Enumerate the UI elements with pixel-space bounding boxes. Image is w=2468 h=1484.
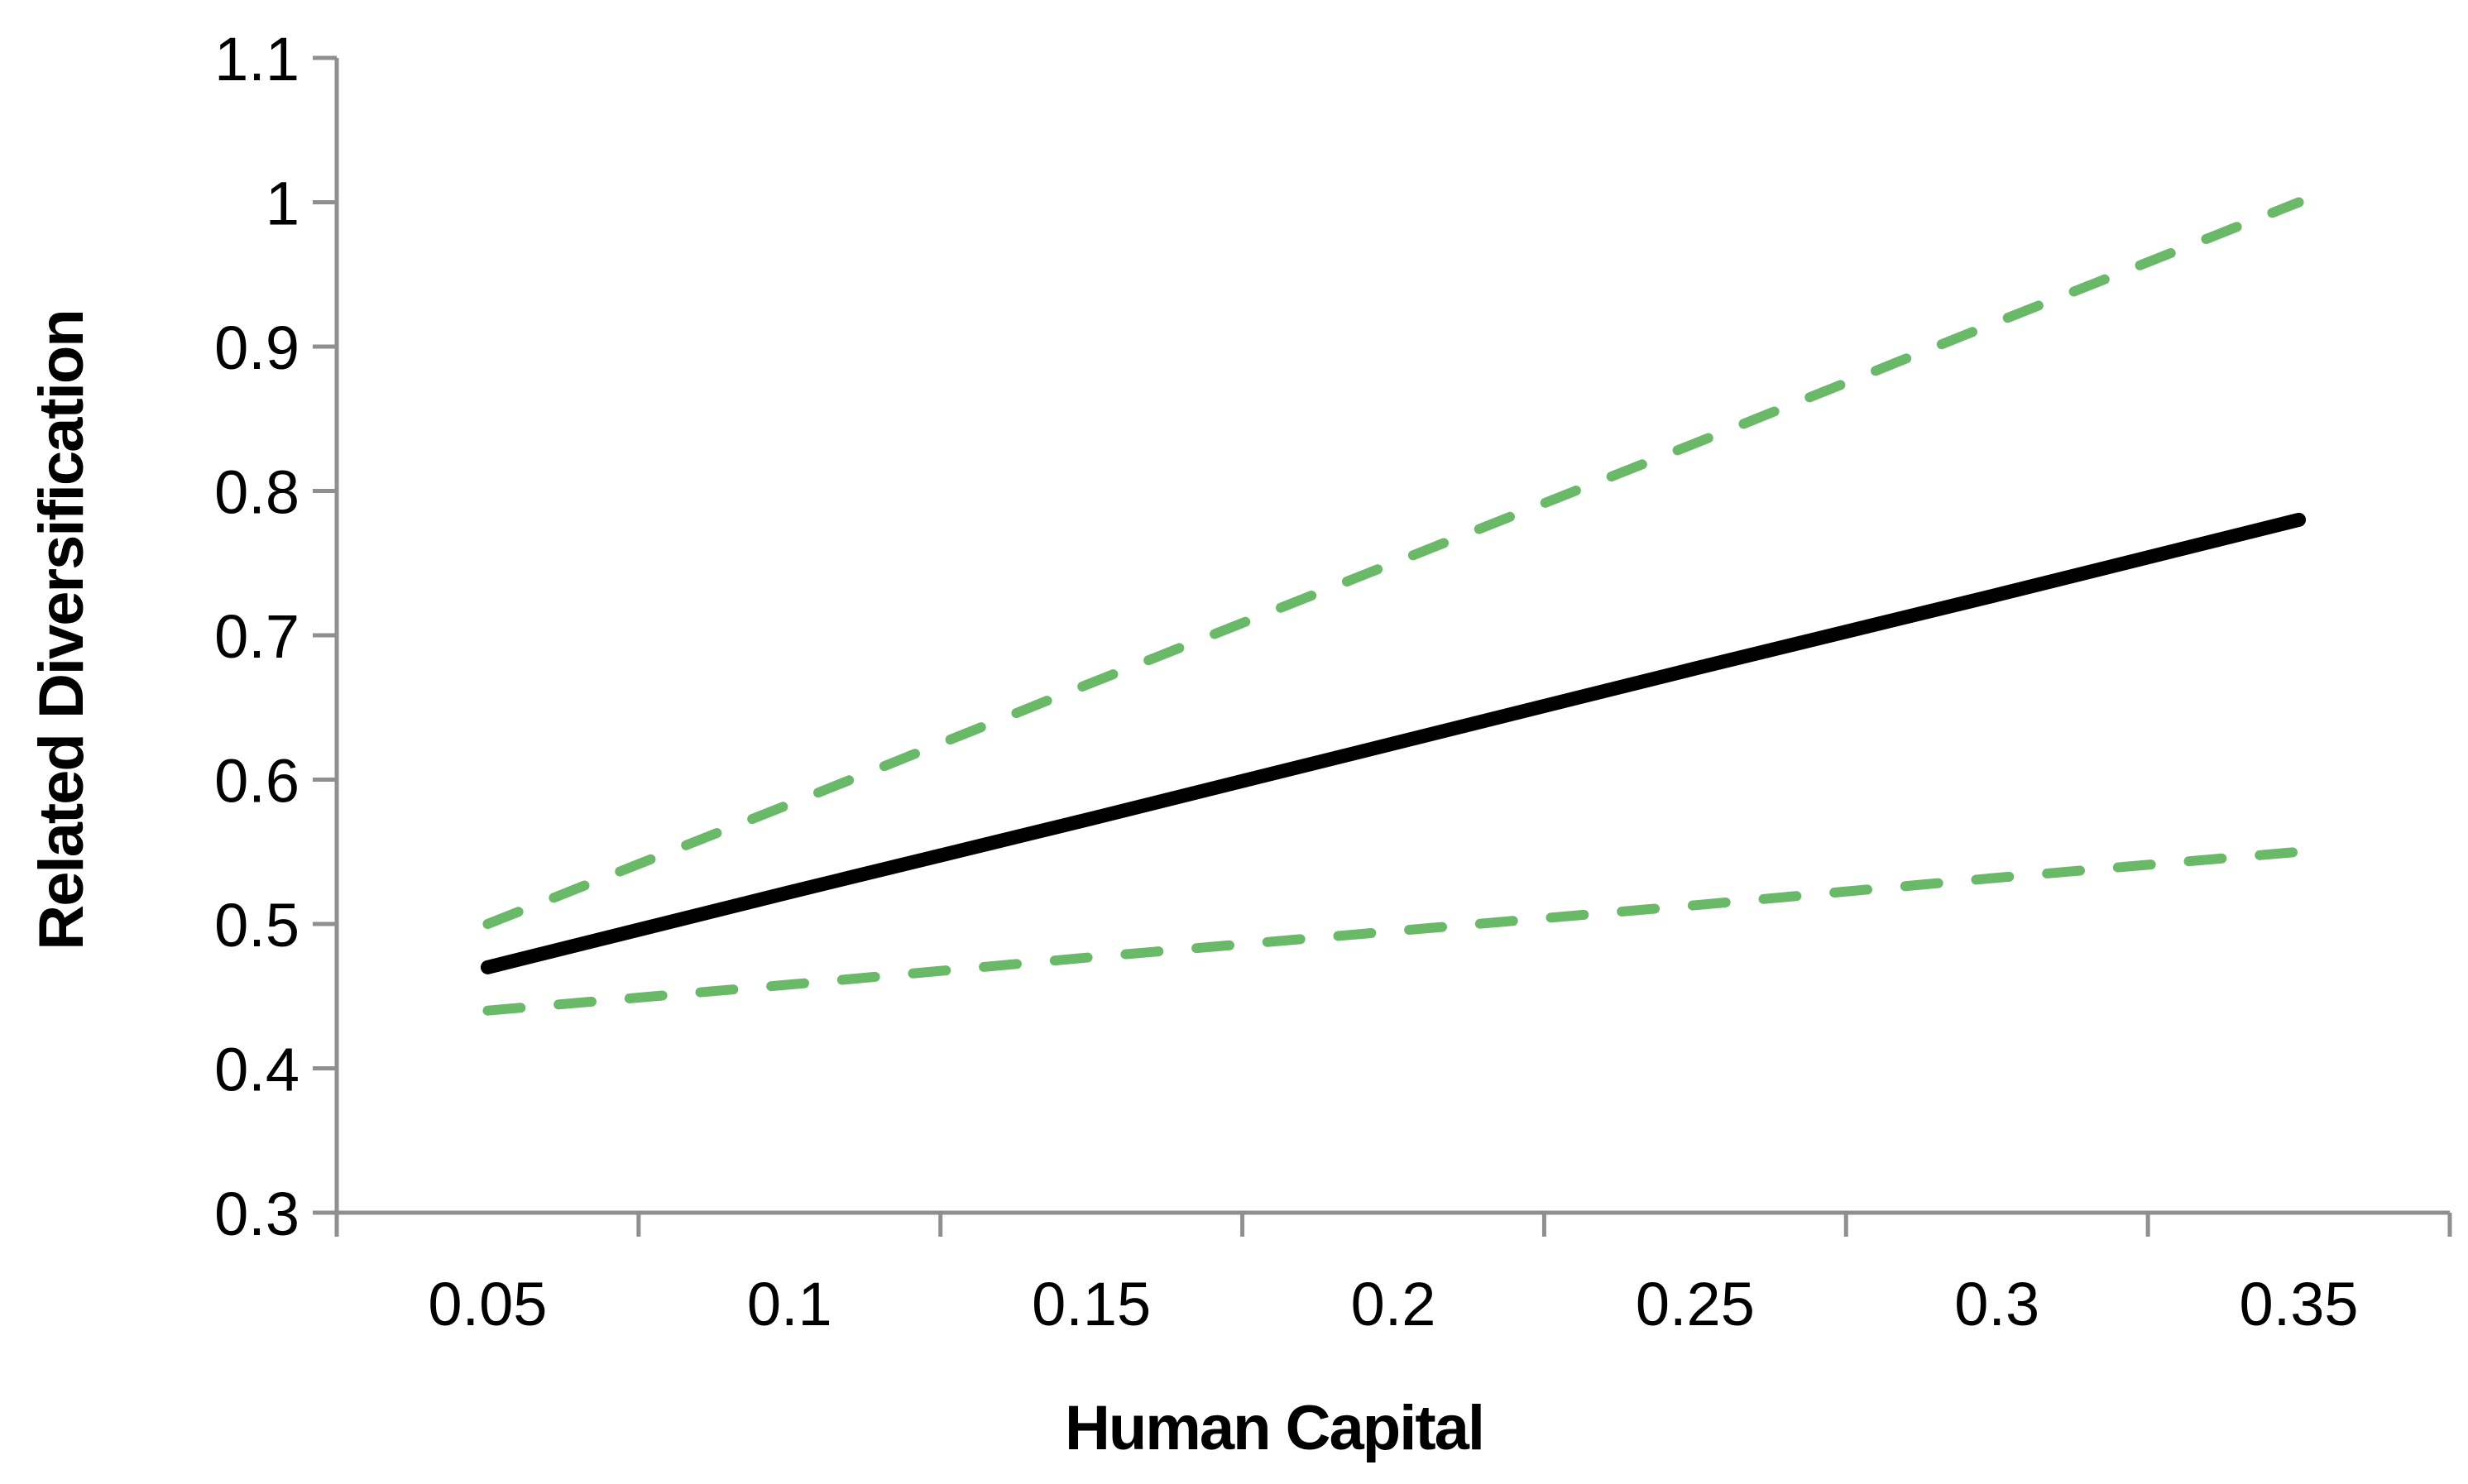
x-tick-label: 0.3 [1954,1270,2039,1338]
y-tick-label: 0.3 [214,1180,300,1248]
y-tick-label: 0.8 [214,458,300,527]
series-line-lower-confidence-band [482,846,2304,1016]
y-tick-label: 0.7 [214,602,300,671]
y-axis-title: Related Diversification [26,310,97,950]
x-tick-label: 0.15 [1032,1270,1151,1338]
y-tick-label: 0.5 [214,891,300,960]
x-tick-label: 0.35 [2240,1270,2359,1338]
tick-labels-layer: 0.3 0.4 0.5 0.6 0.7 0.8 0.9 1 1.1 0.05 0.1 0.15 0.2 0… [214,25,2358,1338]
y-tick-label: 0.6 [214,747,300,816]
series-line-upper-confidence-band [482,197,2304,929]
x-axis-title: Human Capital [1065,1393,1483,1463]
y-tick-label: 1.1 [214,25,300,93]
series-layer [480,197,2307,1016]
x-tick-label: 0.05 [428,1270,547,1338]
x-tick-label: 0.25 [1636,1270,1755,1338]
x-tick-label: 0.2 [1351,1270,1436,1338]
axes-layer [313,55,2452,1237]
series-line-main-line [480,512,2307,974]
y-tick-label: 0.4 [214,1036,300,1104]
y-tick-label: 0.9 [214,314,300,382]
x-tick-label: 0.1 [747,1270,832,1338]
y-tick-label: 1 [266,170,300,238]
